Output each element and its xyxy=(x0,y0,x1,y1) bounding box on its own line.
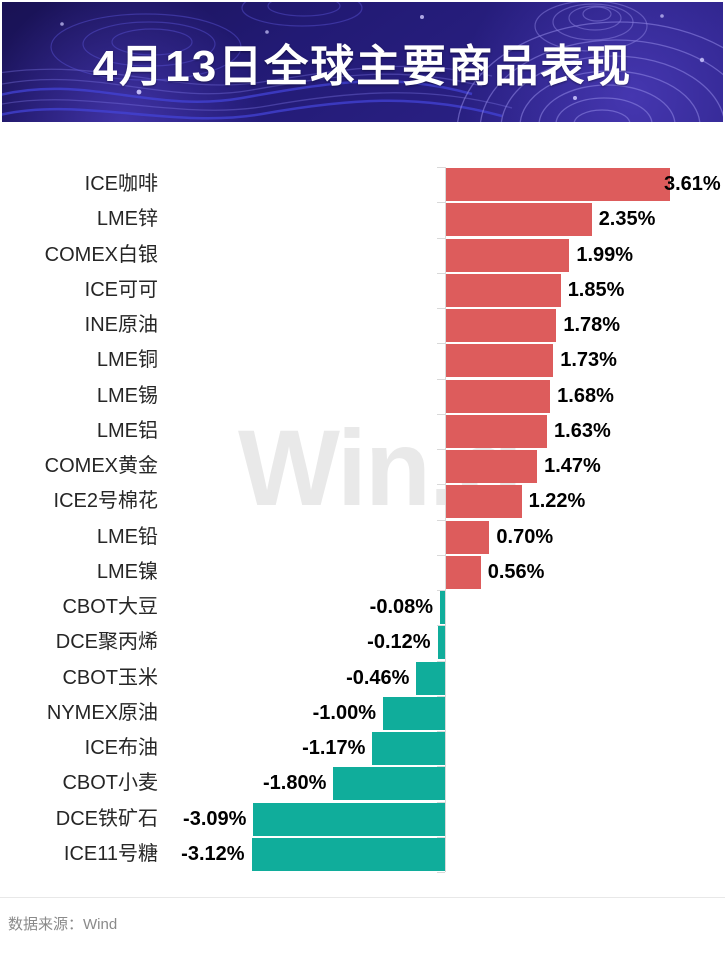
banner-contour-art xyxy=(2,2,723,122)
value-label: 0.70% xyxy=(496,525,554,548)
axis-tick xyxy=(437,766,445,768)
axis-tick xyxy=(437,872,445,874)
bar-chart: Win.d ICE咖啡 3.61% LME锌 2.35% COMEX白银 1.99% ICE… xyxy=(0,122,725,897)
category-label: ICE2号棉花 xyxy=(53,490,158,513)
category-label: LME铜 xyxy=(96,349,158,372)
axis-tick xyxy=(437,625,445,627)
data-source: 数据来源：Wind xyxy=(8,916,118,933)
page-title: 4月13日全球主要商品表现 xyxy=(92,42,633,91)
category-label: LME镍 xyxy=(96,560,158,583)
positive-bar xyxy=(446,450,538,484)
category-label: ICE11号糖 xyxy=(63,842,158,865)
value-label: 1.85% xyxy=(567,278,625,301)
value-label: 1.73% xyxy=(560,349,617,372)
value-label: -1.17% xyxy=(302,737,366,760)
value-label: 1.47% xyxy=(544,455,601,478)
axis-tick xyxy=(437,308,445,310)
positive-bar xyxy=(446,520,490,554)
negative-bar xyxy=(251,837,445,871)
category-label: NYMEX原油 xyxy=(46,701,158,724)
category-label: DCE铁矿石 xyxy=(55,807,158,830)
value-label: 1.63% xyxy=(554,419,611,442)
category-label: CBOT玉米 xyxy=(62,666,158,689)
value-label: -0.12% xyxy=(367,631,431,654)
category-label: COMEX黄金 xyxy=(44,455,158,478)
positive-bar xyxy=(446,555,481,589)
category-label: LME锡 xyxy=(96,384,158,407)
positive-bar xyxy=(446,238,570,272)
value-label: 3.61% xyxy=(664,173,721,195)
category-label: CBOT小麦 xyxy=(62,772,158,795)
category-label: LME铅 xyxy=(96,525,158,548)
axis-tick xyxy=(437,484,445,486)
axis-tick xyxy=(437,519,445,521)
axis-tick xyxy=(437,836,445,838)
positive-bar xyxy=(446,309,557,343)
value-label: -0.46% xyxy=(346,666,410,689)
positive-bar xyxy=(446,168,670,201)
axis-tick xyxy=(437,413,445,415)
category-label: INE原油 xyxy=(84,314,158,337)
category-label: COMEX白银 xyxy=(44,243,158,266)
value-label: 1.78% xyxy=(563,314,621,337)
axis-tick xyxy=(437,554,445,556)
axis-tick xyxy=(437,695,445,697)
negative-bar xyxy=(440,591,445,625)
value-label: -1.80% xyxy=(263,772,327,795)
axis-tick xyxy=(437,590,445,592)
value-label: 1.99% xyxy=(576,243,634,266)
category-label: DCE聚丙烯 xyxy=(55,631,158,654)
negative-bar xyxy=(383,696,445,730)
category-label: ICE布油 xyxy=(84,737,158,760)
axis-tick xyxy=(437,237,445,239)
positive-bar xyxy=(446,344,554,378)
axis-tick xyxy=(437,449,445,451)
value-label: -1.00% xyxy=(312,701,376,724)
category-label: CBOT大豆 xyxy=(62,596,158,619)
positive-bar xyxy=(446,203,592,237)
axis-tick xyxy=(437,378,445,380)
axis-tick xyxy=(437,167,445,168)
category-label: ICE可可 xyxy=(84,278,158,301)
value-label: 1.22% xyxy=(528,490,586,513)
zero-axis-line xyxy=(445,167,446,873)
value-label: -3.09% xyxy=(183,807,247,830)
axis-tick xyxy=(437,272,445,274)
positive-bar xyxy=(446,379,551,413)
value-label: 0.56% xyxy=(487,560,545,583)
positive-bar xyxy=(446,414,548,448)
value-label: 1.68% xyxy=(557,384,614,407)
positive-bar xyxy=(446,273,561,307)
banner: 4月13日全球主要商品表现 xyxy=(2,2,723,122)
negative-bar xyxy=(333,767,445,801)
axis-tick xyxy=(437,202,445,204)
axis-tick xyxy=(437,731,445,733)
value-label: -3.12% xyxy=(181,842,245,865)
value-label: -0.08% xyxy=(369,596,434,619)
negative-bar xyxy=(372,732,445,766)
negative-bar xyxy=(437,626,445,660)
axis-tick xyxy=(437,343,445,345)
category-label: LME锌 xyxy=(96,208,158,231)
positive-bar xyxy=(446,485,522,519)
axis-tick xyxy=(437,801,445,803)
value-label: 2.35% xyxy=(598,208,656,231)
category-label: LME铝 xyxy=(96,419,158,442)
axis-tick xyxy=(437,660,445,662)
category-label: ICE咖啡 xyxy=(84,173,158,195)
negative-bar xyxy=(416,661,445,695)
negative-bar xyxy=(253,802,445,836)
footer-divider xyxy=(0,897,725,898)
